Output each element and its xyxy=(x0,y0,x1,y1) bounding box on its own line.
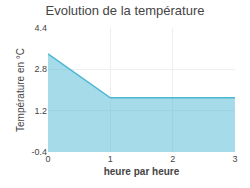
svg-text:3: 3 xyxy=(232,154,237,164)
svg-text:Température en °C: Température en °C xyxy=(15,48,26,132)
svg-text:2.8: 2.8 xyxy=(34,64,47,74)
svg-text:2: 2 xyxy=(170,154,175,164)
svg-text:-0.4: -0.4 xyxy=(31,147,47,157)
svg-text:1.2: 1.2 xyxy=(34,106,47,116)
svg-text:heure par heure: heure par heure xyxy=(104,166,180,177)
svg-text:1: 1 xyxy=(108,154,113,164)
svg-text:0: 0 xyxy=(45,154,50,164)
svg-text:4.4: 4.4 xyxy=(34,23,47,33)
svg-text:Evolution de la température: Evolution de la température xyxy=(46,3,205,18)
